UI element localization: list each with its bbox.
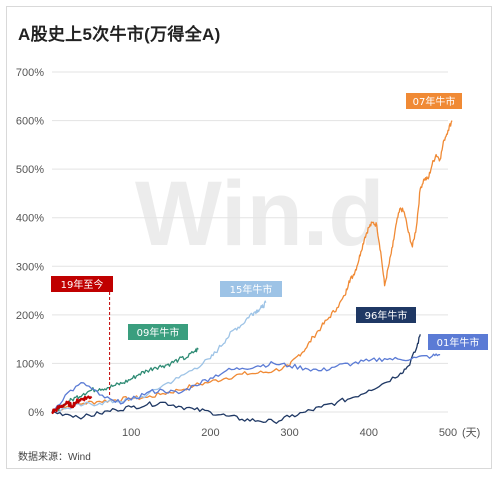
- chart-title: A股史上5次牛市(万得全A): [18, 25, 221, 44]
- x-tick-label: 400: [360, 427, 378, 439]
- series-lines: [51, 120, 453, 424]
- series-label-box: [128, 324, 188, 340]
- series-label: 19年至今: [61, 278, 104, 291]
- series-label-box: [220, 281, 282, 297]
- series-label: 09年牛市: [137, 326, 180, 339]
- series-label: 96年牛市: [365, 309, 408, 322]
- series-label-box: [406, 93, 462, 109]
- series-line: [51, 347, 199, 413]
- y-tick-label: 600%: [16, 116, 44, 128]
- x-tick-label: 300: [280, 427, 298, 439]
- y-tick-label: 700%: [16, 67, 44, 79]
- y-tick-label: 200%: [16, 310, 44, 322]
- x-tick-label: 200: [201, 427, 219, 439]
- series-line: [52, 334, 421, 424]
- series-labels: 07年牛市 15年牛市 09年牛市 96年牛市 01年牛市 19年至今: [51, 93, 488, 397]
- series-label: 07年牛市: [413, 95, 456, 108]
- x-unit-label: (天): [462, 427, 480, 439]
- series-label: 15年牛市: [230, 283, 273, 296]
- x-tick-label: 500: [439, 427, 457, 439]
- x-axis: 100 200 300 400 500 (天): [122, 427, 480, 439]
- watermark: Win.d: [135, 163, 385, 265]
- source-name: Wind: [68, 452, 91, 463]
- y-axis: 0% 100% 200% 300% 400% 500% 600% 700%: [16, 67, 44, 419]
- source-note: 数据来源：Wind: [18, 448, 91, 463]
- y-tick-label: 300%: [16, 261, 44, 273]
- series-line: [51, 353, 441, 413]
- series-label-box: [428, 334, 488, 350]
- series-label-box: [356, 307, 416, 323]
- y-tick-label: 400%: [16, 213, 44, 225]
- x-tick-label: 100: [122, 427, 140, 439]
- series-line: [51, 300, 267, 414]
- series-label-box: [51, 276, 113, 292]
- series-line: [51, 395, 93, 415]
- series-label: 01年牛市: [437, 336, 480, 349]
- y-tick-label: 500%: [16, 164, 44, 176]
- y-tick-label: 100%: [16, 358, 44, 370]
- source-prefix: 数据来源：: [18, 452, 68, 463]
- y-tick-label: 0%: [28, 407, 44, 419]
- series-line: [51, 120, 453, 413]
